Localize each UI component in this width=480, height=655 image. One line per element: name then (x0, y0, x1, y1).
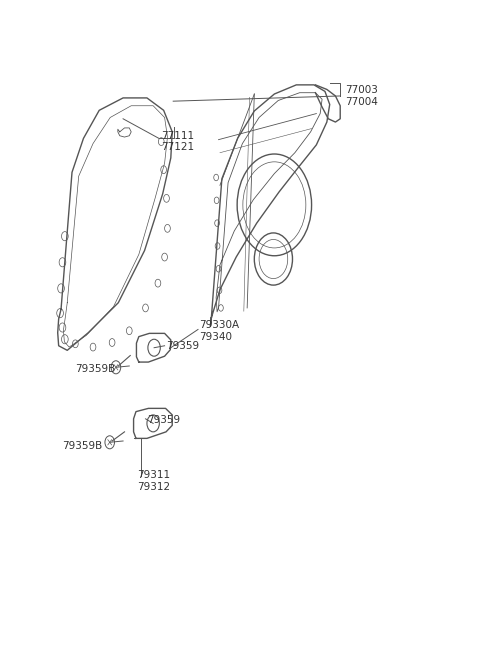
Text: 77111
77121: 77111 77121 (161, 131, 194, 153)
Text: 79359B: 79359B (62, 441, 103, 451)
Text: 79359: 79359 (147, 415, 180, 425)
Text: 77003
77004: 77003 77004 (345, 85, 378, 107)
Text: 79359: 79359 (166, 341, 199, 351)
Text: 79359B: 79359B (75, 364, 116, 373)
Text: 79330A
79340: 79330A 79340 (199, 320, 240, 341)
Text: 79311
79312: 79311 79312 (137, 470, 170, 491)
